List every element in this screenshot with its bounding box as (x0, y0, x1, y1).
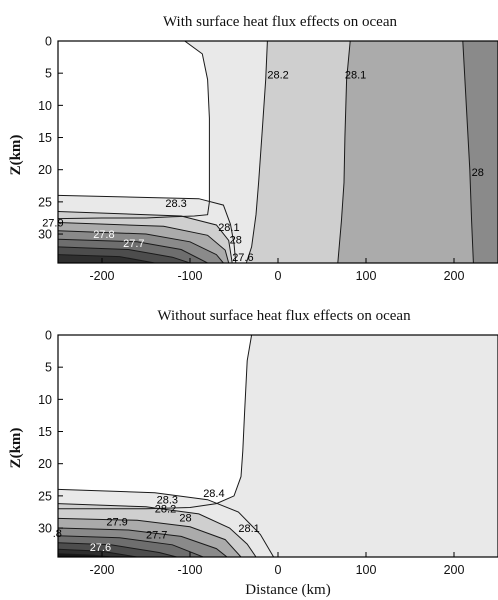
bottom-panel-xlabel: Distance (km) (245, 582, 330, 598)
contour-line (462, 41, 474, 263)
contour-line (58, 517, 242, 557)
contour-band (58, 335, 252, 509)
y-tick-label: 0 (45, 329, 52, 343)
contour-line (58, 222, 230, 263)
y-tick-label: 20 (38, 163, 52, 177)
contour-line (245, 41, 268, 263)
bottom-panel-plot: 28.4 28.328.228 27.9 27.7 27.6 .8 28.1 (53, 334, 498, 558)
contour-label-28.2: 28.2 (155, 504, 176, 516)
contour-label-28: 28 (179, 513, 191, 525)
y-tick-label: 30 (38, 228, 52, 242)
top-panel: With surface heat flux effects on ocean … (8, 14, 498, 283)
contour-label-27.9: 27.9 (42, 217, 63, 229)
contour-band (58, 254, 155, 263)
contour-label-28.4: 28.4 (203, 488, 224, 500)
contour-line (58, 254, 155, 263)
top-panel-contours (58, 41, 498, 263)
bottom-panel-contours (58, 335, 498, 557)
contour-label-28.3: 28.3 (165, 198, 186, 210)
bottom-panel-title: Without surface heat flux effects on oce… (157, 308, 411, 324)
contour-line (58, 488, 275, 557)
contour-label-27.8: 27.8 (93, 229, 114, 241)
y-tick-label: 20 (38, 457, 52, 471)
bottom-panel: Without surface heat flux effects on oce… (8, 308, 498, 598)
contour-label-28.2: 28.2 (267, 69, 288, 81)
contour-line (58, 542, 177, 557)
y-tick-label: 0 (45, 35, 52, 49)
contour-label-28-lower: 28 (230, 235, 242, 247)
x-tick-label: -100 (177, 563, 202, 577)
contour-line (58, 238, 208, 263)
y-tick-label: 10 (38, 393, 52, 407)
contour-label-27.8: .8 (53, 528, 62, 540)
contour-line (58, 503, 257, 557)
contour-label-27.6: 27.6 (90, 542, 111, 554)
contour-label-28.1: 28.1 (238, 523, 259, 535)
contour-line (58, 527, 228, 557)
contour-label-28: 28 (472, 167, 484, 179)
y-tick-label: 25 (38, 195, 52, 209)
x-tick-label: 0 (275, 563, 282, 577)
top-panel-title: With surface heat flux effects on ocean (163, 14, 398, 30)
y-tick-label: 10 (38, 99, 52, 113)
x-tick-label: 200 (444, 563, 465, 577)
contour-label-28.1-lower: 28.1 (218, 222, 239, 234)
x-tick-label: -100 (177, 269, 202, 283)
contour-line (58, 230, 224, 263)
bottom-panel-ticks: 0 5 10 15 20 25 30 -200 -100 0 100 200 (38, 329, 464, 578)
y-tick-label: 30 (38, 522, 52, 536)
x-tick-label: 200 (444, 269, 465, 283)
y-tick-label: 25 (38, 489, 52, 503)
contour-label-28.3: 28.3 (157, 495, 178, 507)
contour-label-27.7: 27.7 (146, 529, 167, 541)
contour-line (337, 41, 351, 263)
bottom-panel-ylabel: Z(km) (8, 428, 24, 469)
contour-line (58, 194, 237, 263)
x-tick-label: -200 (89, 269, 114, 283)
contour-line (58, 41, 210, 220)
y-tick-label: 5 (45, 67, 52, 81)
contour-label-27.6: 27.6 (232, 252, 253, 264)
x-tick-label: -200 (89, 563, 114, 577)
contour-line (58, 211, 233, 263)
top-panel-ticks: 0 5 10 15 20 25 30 -200 -100 0 100 200 (38, 35, 464, 284)
contour-label-28.1: 28.1 (345, 69, 366, 81)
y-tick-label: 15 (38, 425, 52, 439)
x-tick-label: 0 (275, 269, 282, 283)
x-tick-label: 100 (356, 563, 377, 577)
y-tick-label: 15 (38, 131, 52, 145)
contour-line (58, 553, 111, 557)
y-tick-label: 5 (45, 361, 52, 375)
contour-band (58, 41, 210, 219)
contour-label-27.9: 27.9 (106, 517, 127, 529)
contour-label-27.7: 27.7 (123, 238, 144, 250)
contour-line (58, 335, 253, 510)
x-tick-label: 100 (356, 269, 377, 283)
contour-line (58, 246, 191, 263)
contour-line (58, 548, 138, 557)
contour-line (58, 535, 204, 557)
top-panel-ylabel: Z(km) (8, 135, 24, 176)
